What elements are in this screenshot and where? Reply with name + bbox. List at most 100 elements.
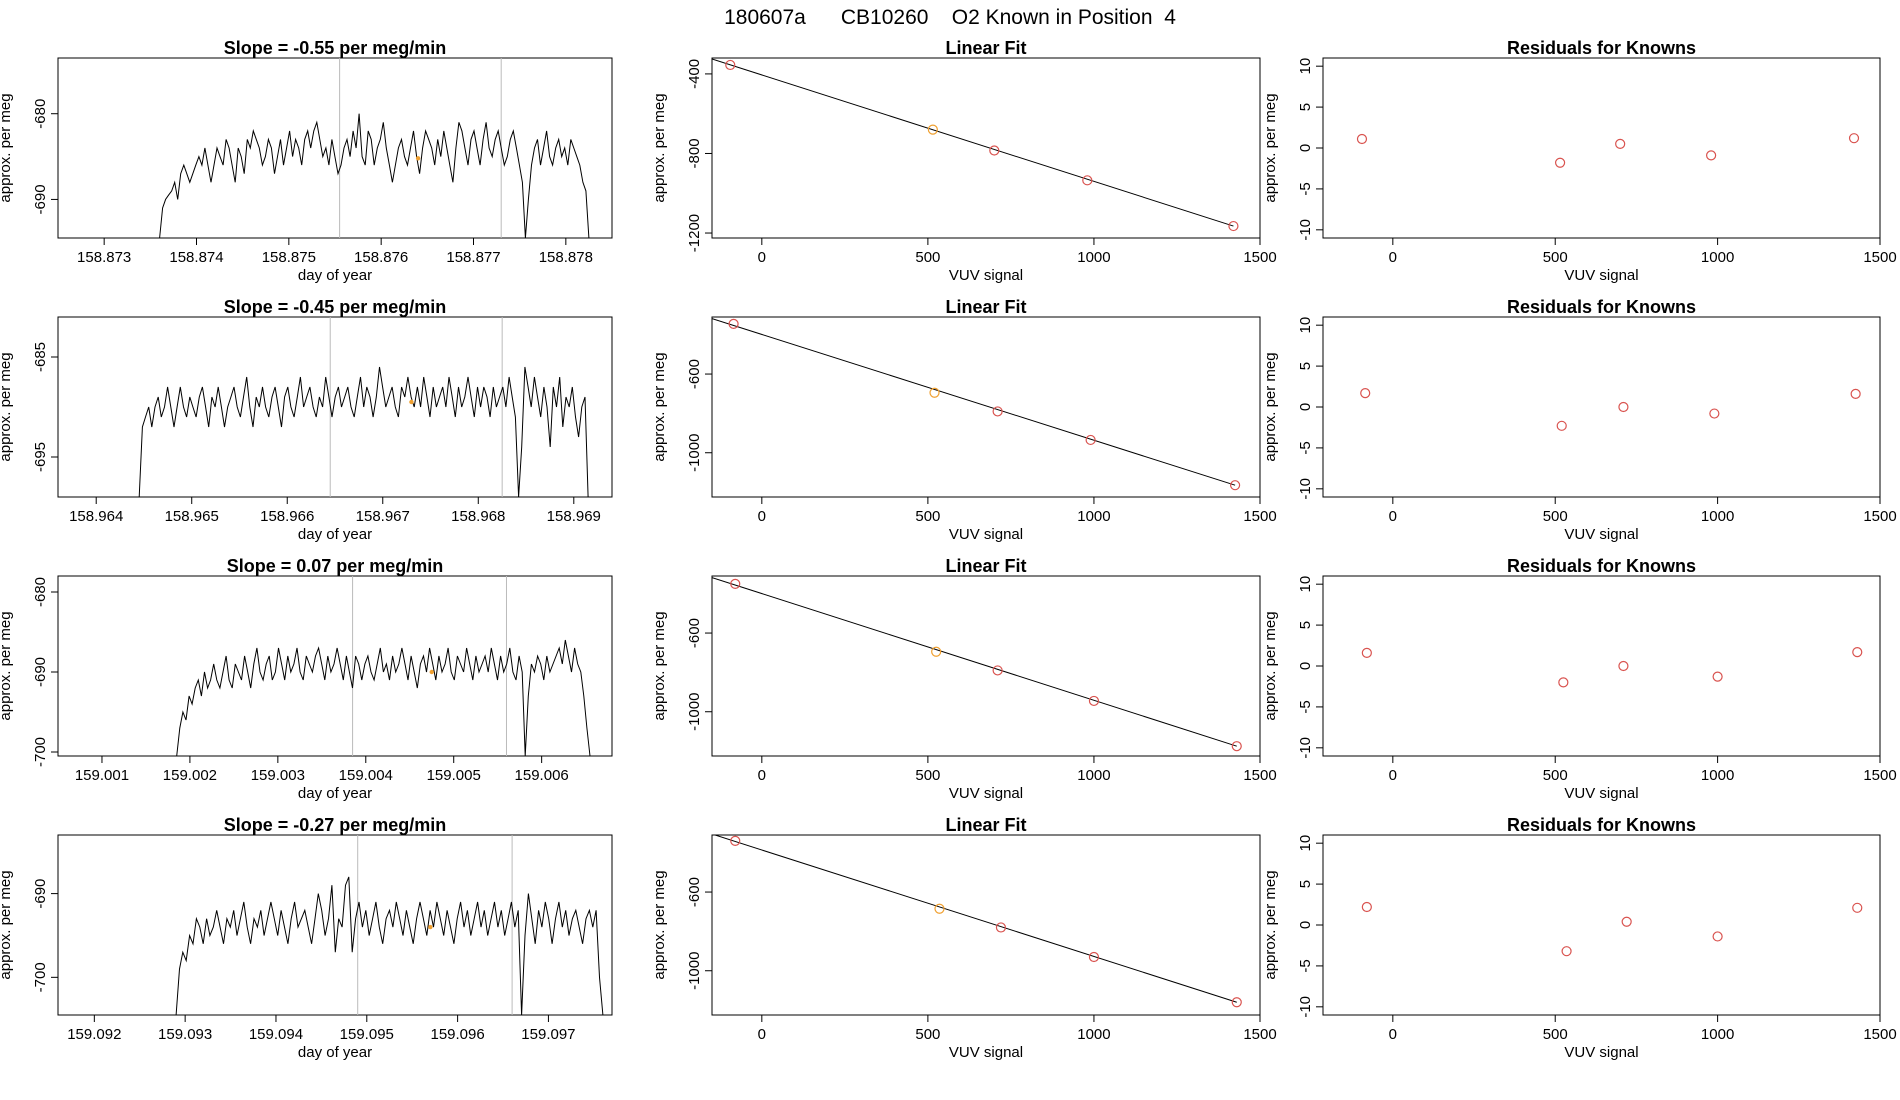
panel-title: Linear Fit bbox=[945, 297, 1026, 317]
y-axis-label: approx. per meg bbox=[0, 93, 14, 202]
panel-1-1: Slope = -0.55 per meg/min day of year appr… bbox=[0, 38, 613, 284]
x-axis-label: VUV signal bbox=[1564, 1044, 1638, 1061]
plot-area bbox=[1361, 901, 1863, 957]
data-point bbox=[1360, 387, 1371, 399]
x-axis: 0 500 1000 1500 bbox=[758, 1015, 1277, 1043]
x-axis-label: day of year bbox=[298, 785, 372, 802]
y-tick-label: -695 bbox=[32, 442, 49, 472]
data-point bbox=[1712, 931, 1723, 942]
x-tick-label: 159.004 bbox=[339, 767, 393, 784]
plot-frame bbox=[1322, 57, 1881, 239]
x-tick-label: 158.878 bbox=[539, 249, 593, 266]
y-axis-label: approx. per meg bbox=[1262, 352, 1279, 461]
x-tick-label: 158.967 bbox=[356, 508, 410, 525]
x-tick-label: 1000 bbox=[1077, 1026, 1110, 1043]
y-tick-label: -1000 bbox=[686, 693, 703, 731]
data-point bbox=[1088, 695, 1100, 707]
x-axis-label: VUV signal bbox=[1564, 526, 1638, 543]
x-axis-label: VUV signal bbox=[949, 785, 1023, 802]
data-point bbox=[1556, 420, 1567, 431]
y-axis: -690 -680 bbox=[32, 99, 58, 214]
panel-3-1: Slope = 0.07 per meg/min day of year appro… bbox=[0, 556, 613, 802]
y-tick-label: 10 bbox=[1297, 576, 1314, 593]
x-tick-label: 1000 bbox=[1701, 1026, 1734, 1043]
data-point bbox=[927, 124, 938, 135]
plot-area bbox=[712, 318, 1241, 491]
x-tick-label: 159.001 bbox=[75, 767, 129, 784]
y-tick-label: -5 bbox=[1297, 959, 1314, 972]
data-point bbox=[1558, 677, 1569, 688]
x-tick-label: 0 bbox=[1389, 767, 1397, 784]
panel-title: Residuals for Knowns bbox=[1507, 38, 1696, 58]
plot-frame bbox=[1322, 834, 1881, 1016]
y-tick-label: -1000 bbox=[686, 434, 703, 472]
x-tick-label: 158.969 bbox=[547, 508, 601, 525]
panel-title: Slope = -0.55 per meg/min bbox=[224, 38, 447, 58]
y-tick-label: 0 bbox=[1297, 662, 1314, 670]
panel-4-3: Residuals for Knowns VUV signal approx. pe… bbox=[1262, 815, 1897, 1061]
panel-2-3: Residuals for Knowns VUV signal approx. pe… bbox=[1262, 297, 1897, 543]
x-axis-label: day of year bbox=[298, 1044, 372, 1061]
y-axis: -700 -690 -680 bbox=[32, 577, 58, 767]
x-axis: 0 500 1000 1500 bbox=[1389, 756, 1897, 784]
data-point bbox=[1709, 408, 1720, 419]
data-point bbox=[1852, 902, 1863, 913]
data-point bbox=[992, 406, 1003, 417]
plot-frame bbox=[57, 57, 613, 239]
y-axis: -700 -690 bbox=[32, 879, 58, 992]
x-tick-label: 0 bbox=[758, 249, 766, 266]
data-point bbox=[1085, 434, 1096, 446]
panel-1-3: Residuals for Knowns VUV signal approx. pe… bbox=[1262, 38, 1897, 284]
x-axis: 159.092 159.093 159.094 159.095 159.096 159.0… bbox=[67, 1015, 576, 1043]
highlight-marker bbox=[429, 669, 434, 675]
y-tick-label: -5 bbox=[1297, 182, 1314, 195]
y-tick-label: 5 bbox=[1297, 621, 1314, 629]
x-tick-label: 1000 bbox=[1701, 767, 1734, 784]
x-tick-label: 1500 bbox=[1863, 249, 1896, 266]
x-tick-label: 0 bbox=[1389, 249, 1397, 266]
data-point bbox=[992, 665, 1003, 676]
y-axis: -10 -5 0 5 10 bbox=[1297, 58, 1323, 241]
y-tick-label: -5 bbox=[1297, 700, 1314, 713]
x-tick-label: 1500 bbox=[1243, 508, 1276, 525]
y-tick-label: -690 bbox=[32, 184, 49, 214]
plot-area bbox=[138, 317, 589, 497]
data-point bbox=[1554, 157, 1566, 168]
panel-title: Slope = 0.07 per meg/min bbox=[227, 556, 444, 576]
x-tick-label: 1500 bbox=[1243, 1026, 1276, 1043]
y-tick-label: 10 bbox=[1297, 835, 1314, 852]
data-point bbox=[931, 646, 942, 657]
x-tick-label: 500 bbox=[1543, 508, 1568, 525]
x-axis-label: VUV signal bbox=[949, 526, 1023, 543]
panel-title: Linear Fit bbox=[945, 556, 1026, 576]
x-axis: 0 500 1000 1500 bbox=[1389, 238, 1897, 266]
panel-title: Slope = -0.45 per meg/min bbox=[224, 297, 447, 317]
x-tick-label: 1500 bbox=[1243, 249, 1276, 266]
y-tick-label: -600 bbox=[686, 359, 703, 389]
y-tick-label: 0 bbox=[1297, 403, 1314, 411]
x-axis: 159.001 159.002 159.003 159.004 159.005 159.0… bbox=[75, 756, 569, 784]
x-tick-label: 500 bbox=[1543, 249, 1568, 266]
x-axis-label: VUV signal bbox=[949, 1044, 1023, 1061]
y-tick-label: -700 bbox=[32, 962, 49, 992]
y-axis-label: approx. per meg bbox=[1262, 870, 1279, 979]
panel-title: Linear Fit bbox=[945, 38, 1026, 58]
plot-area bbox=[1360, 387, 1861, 431]
y-axis: -10 -5 0 5 10 bbox=[1297, 576, 1323, 759]
x-tick-label: 158.964 bbox=[69, 508, 123, 525]
data-point bbox=[995, 922, 1007, 933]
plot-frame bbox=[711, 834, 1261, 1016]
x-tick-label: 158.876 bbox=[354, 249, 408, 266]
y-axis: -1000 -600 bbox=[686, 618, 712, 731]
y-axis-label: approx. per meg bbox=[651, 611, 668, 720]
y-axis-label: approx. per meg bbox=[1262, 611, 1279, 720]
data-point bbox=[1706, 150, 1717, 161]
x-tick-label: 1000 bbox=[1077, 767, 1110, 784]
y-axis-label: approx. per meg bbox=[651, 93, 668, 202]
data-point bbox=[1229, 480, 1241, 491]
x-axis: 158.873 158.874 158.875 158.876 158.877 158.8… bbox=[77, 238, 593, 266]
data-point bbox=[1356, 133, 1368, 145]
x-axis: 0 500 1000 1500 bbox=[758, 756, 1277, 784]
y-tick-label: 0 bbox=[1297, 144, 1314, 152]
